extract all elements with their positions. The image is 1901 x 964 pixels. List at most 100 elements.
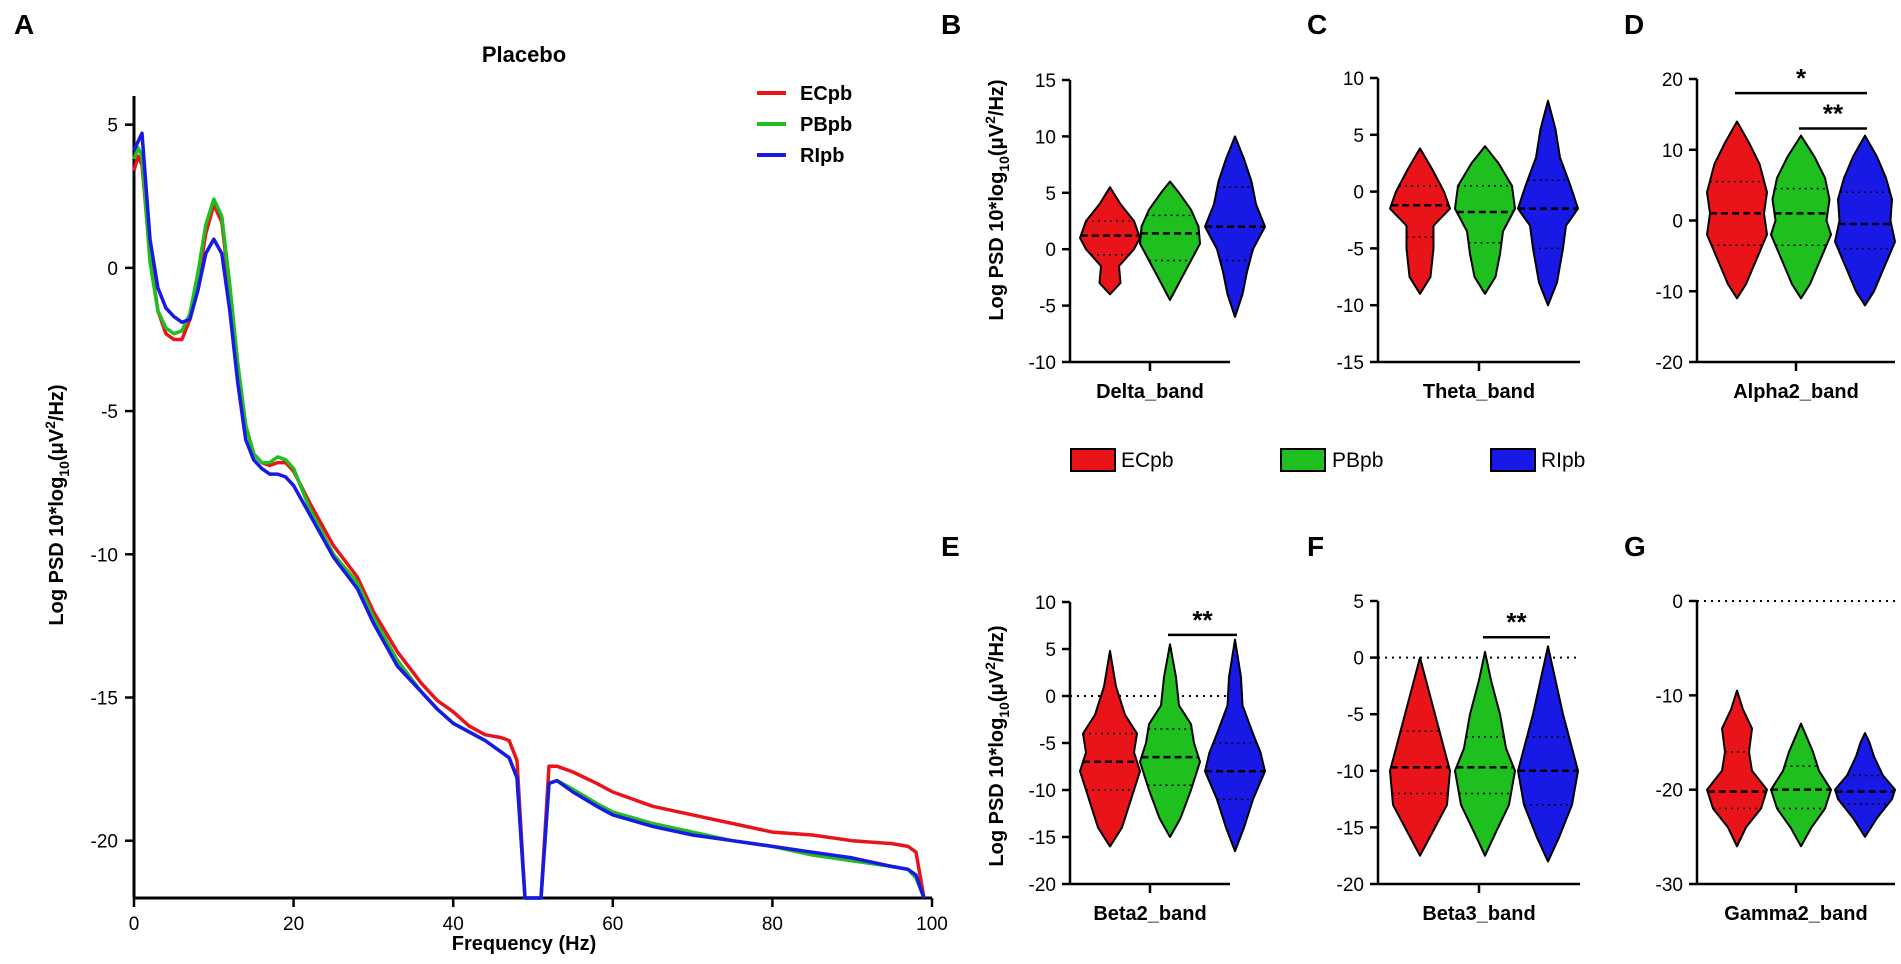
panel-e-y-tick-label: -15 (1029, 828, 1056, 849)
panel-letter-c: C (1307, 9, 1327, 40)
panel-b-y-tick-label: 15 (1035, 71, 1056, 92)
series-line-ripb (132, 131, 926, 900)
series-line-ecpb (132, 154, 926, 900)
legend-swatch-ripb (1490, 448, 1536, 472)
panel-a-y-tick-label: -20 (91, 832, 118, 853)
panel-a-axes: 5 0 -5 -10 -15 -20 0 20 40 60 80 100 (91, 96, 948, 935)
violin-b-ripb (1204, 135, 1266, 318)
violin-c-ripb (1517, 99, 1579, 307)
legend-label-ripb: RIpb (800, 145, 844, 167)
series-line-pbpb (132, 145, 926, 900)
panel-f-y-tick-label: -20 (1337, 875, 1364, 896)
violin-e-pbpb (1139, 643, 1201, 838)
panel-b-violin-chart: 15 10 5 0 -5 -10 Delta_band (1029, 71, 1266, 403)
panel-a-x-tick-label: 0 (129, 914, 140, 935)
panel-c-x-axis-label: Theta_band (1423, 381, 1535, 403)
panel-g-violin-chart: 0 -10 -20 -30 Gamma2_band (1656, 592, 1896, 925)
panel-f-y-tick-label: -5 (1347, 705, 1364, 726)
panel-d-x-axis-label: Alpha2_band (1733, 381, 1859, 403)
panel-d-y-tick-label: 20 (1662, 70, 1683, 91)
panel-g-y-tick-label: -10 (1656, 686, 1683, 707)
violin-b-pbpb (1139, 180, 1201, 301)
panel-g-y-tick-label: -20 (1656, 781, 1683, 802)
violin-g-ecpb (1706, 689, 1768, 848)
panel-letter-d: D (1624, 9, 1644, 40)
panel-d-y-tick-label: 0 (1672, 212, 1683, 233)
panel-a-series-lines (132, 131, 926, 900)
panel-g-y-tick-label: 0 (1672, 592, 1683, 613)
panel-f-violin-chart: 5 0 -5 -10 -15 -20 Beta3_band ** (1337, 592, 1580, 925)
panel-a-y-tick-label: 0 (107, 259, 118, 280)
legend-swatch-label-ecpb: ECpb (1121, 449, 1174, 472)
panel-letter-e: E (941, 531, 960, 562)
panel-a-y-tick-label: -15 (91, 689, 118, 710)
panel-a-x-tick-label: 80 (762, 914, 783, 935)
panel-a-x-axis-label: Frequency (Hz) (452, 933, 596, 955)
panel-letter-f: F (1307, 531, 1324, 562)
violin-e-ripb (1204, 638, 1266, 853)
violin-d-ripb (1834, 134, 1896, 307)
panel-a-x-tick-label: 40 (443, 914, 464, 935)
legend-swatch-label-ripb: RIpb (1541, 449, 1585, 472)
panel-letter-b: B (941, 9, 961, 40)
panel-e-y-tick-label: 5 (1045, 640, 1056, 661)
panel-f-y-tick-label: 0 (1353, 649, 1364, 670)
panel-f-y-tick-label: 5 (1353, 592, 1364, 613)
panel-c-y-tick-label: 5 (1353, 126, 1364, 147)
panel-a-legend: ECpb PBpb RIpb (757, 83, 852, 167)
panel-d-y-tick-label: -10 (1656, 282, 1683, 303)
panel-e-significance-label: ** (1192, 605, 1213, 635)
panel-g-x-axis-label: Gamma2_band (1724, 903, 1867, 925)
legend-swatch-ecpb (1070, 448, 1116, 472)
violin-e-ecpb (1079, 649, 1141, 848)
panel-a-y-axis-label: Log PSD 10*log10(μV2/Hz) (42, 384, 72, 625)
panel-b-x-axis-label: Delta_band (1096, 381, 1204, 403)
panel-f-significance-label: ** (1506, 607, 1527, 637)
legend-swatch-pbpb (1280, 448, 1326, 472)
violin-d-ecpb (1706, 120, 1768, 300)
violin-g-pbpb (1770, 722, 1832, 848)
panel-letter-a: A (14, 9, 34, 40)
violin-b-ecpb (1079, 186, 1141, 296)
panel-a-y-tick-label: -5 (101, 402, 118, 423)
panel-e-y-tick-label: -10 (1029, 781, 1056, 802)
panel-a-title: Placebo (482, 42, 566, 67)
panel-c-y-tick-label: 0 (1353, 183, 1364, 204)
panel-f-y-tick-label: -10 (1337, 762, 1364, 783)
panel-e-violin-chart: 10 5 0 -5 -10 -15 -20 Beta2_band ** (1029, 593, 1266, 925)
legend-swatch-label-pbpb: PBpb (1332, 449, 1383, 472)
panel-a-y-tick-label: 5 (107, 116, 118, 137)
violin-f-ripb (1517, 645, 1579, 863)
panel-b-y-tick-label: 0 (1045, 240, 1056, 261)
panel-a-x-tick-label: 20 (283, 914, 304, 935)
panel-b-y-tick-label: 5 (1045, 184, 1056, 205)
panel-c-y-tick-label: 10 (1343, 69, 1364, 90)
panel-d-significance-label: * (1796, 63, 1807, 93)
panel-e-y-tick-label: -5 (1039, 734, 1056, 755)
legend-label-ecpb: ECpb (800, 83, 852, 105)
panel-b-y-tick-label: -10 (1029, 353, 1056, 374)
panel-e-y-tick-label: 0 (1045, 687, 1056, 708)
violin-f-pbpb (1454, 650, 1516, 857)
violin-g-ripb (1834, 732, 1896, 838)
legend-label-pbpb: PBpb (800, 114, 852, 136)
panel-d-y-tick-label: -20 (1656, 353, 1683, 374)
violin-f-ecpb (1389, 656, 1451, 857)
panel-letter-g: G (1624, 531, 1646, 562)
violin-legend: ECpb PBpb RIpb (1070, 448, 1585, 472)
panel-c-y-tick-label: -5 (1347, 239, 1364, 260)
panel-c-violin-chart: 10 5 0 -5 -10 -15 Theta_band (1337, 69, 1580, 403)
violin-bottom-y-axis-label: Log PSD 10*log10(μV2/Hz) (982, 625, 1012, 866)
violin-top-y-axis-label: Log PSD 10*log10(μV2/Hz) (982, 79, 1012, 320)
panel-e-y-tick-label: -20 (1029, 875, 1056, 896)
panel-b-y-tick-label: -5 (1039, 297, 1056, 318)
panel-a-x-tick-label: 60 (602, 914, 623, 935)
panel-f-y-tick-label: -15 (1337, 818, 1364, 839)
violin-d-pbpb (1770, 134, 1832, 300)
panel-e-x-axis-label: Beta2_band (1093, 903, 1206, 925)
panel-f-x-axis-label: Beta3_band (1422, 903, 1535, 925)
panel-a-line-chart: Placebo Frequency (Hz) Log PSD 10*log10(… (42, 42, 948, 955)
violin-c-pbpb (1454, 145, 1516, 295)
